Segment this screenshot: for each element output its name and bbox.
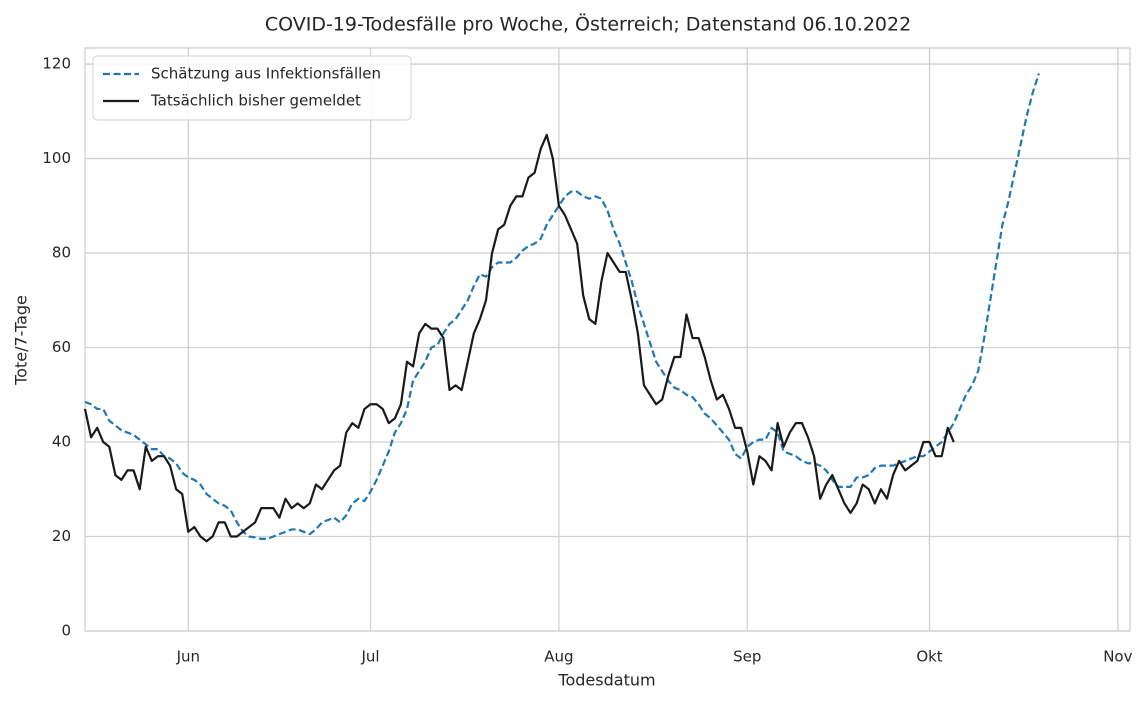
series-line — [83, 133, 955, 543]
x-tick-label: Okt — [916, 648, 942, 666]
y-tick-label: 100 — [42, 149, 71, 167]
y-tick-label: 20 — [52, 527, 71, 545]
legend-label: Schätzung aus Infektionsfällen — [151, 65, 381, 83]
y-tick-label: 60 — [52, 338, 71, 356]
y-tick-label: 0 — [61, 622, 71, 640]
plot-frame — [84, 47, 1131, 632]
x-tick-label: Jun — [176, 648, 200, 666]
x-tick-label: Sep — [733, 648, 761, 666]
y-tick-label: 80 — [52, 244, 71, 262]
legend-label: Tatsächlich bisher gemeldet — [150, 92, 361, 110]
x-axis-label: Todesdatum — [557, 671, 655, 690]
series-line — [84, 73, 1040, 540]
y-axis-label: Tote/7-Tage — [12, 295, 31, 386]
x-tick-label: Aug — [544, 648, 573, 666]
y-tick-label: 40 — [52, 433, 71, 451]
y-tick-label: 120 — [42, 55, 71, 73]
chart-title: COVID-19-Todesfälle pro Woche, Österreic… — [265, 13, 911, 36]
x-tick-label: Jul — [360, 648, 379, 666]
x-tick-label: Nov — [1103, 648, 1132, 666]
legend-box — [92, 55, 412, 121]
